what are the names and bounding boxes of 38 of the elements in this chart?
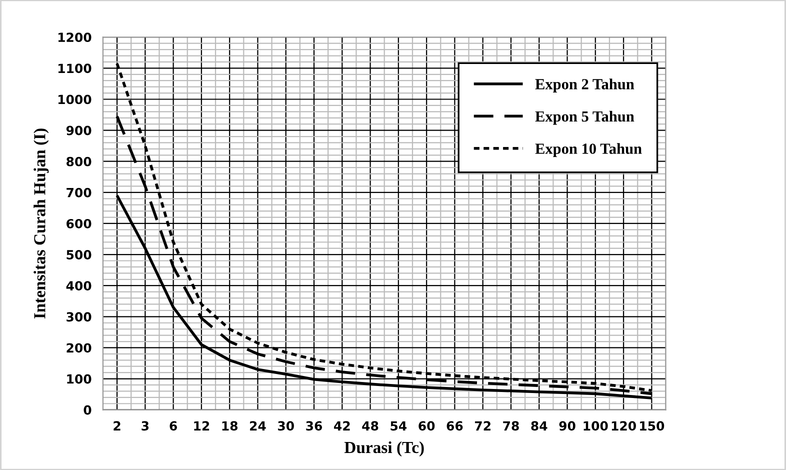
y-tick-label: 400 (66, 281, 92, 291)
y-tick-label: 300 (66, 312, 92, 322)
x-tick-label: 36 (306, 421, 322, 431)
y-axis-title: Intensitas Curah Hujan (I) (34, 128, 49, 319)
y-tick-label: 1200 (58, 32, 92, 42)
x-tick-label: 30 (278, 421, 294, 431)
y-tick-label: 100 (67, 374, 92, 384)
x-tick-label: 60 (418, 421, 435, 431)
y-tick-label: 200 (66, 343, 92, 353)
x-tick-label: 54 (390, 421, 407, 431)
x-tick-label: 18 (222, 421, 238, 431)
legend-label: Expon 5 Tahun (535, 110, 634, 125)
x-axis-title: Durasi (Tc) (344, 441, 424, 456)
x-tick-label: 84 (531, 421, 548, 431)
y-tick-label: 600 (66, 218, 92, 228)
x-tick-label: 3 (142, 421, 149, 431)
y-tick-label: 800 (66, 156, 92, 166)
x-tick-label: 150 (640, 421, 664, 431)
x-tick-label: 78 (503, 421, 519, 431)
legend-label: Expon 10 Tahun (535, 143, 642, 158)
x-tick-label: 66 (446, 421, 463, 431)
x-tick-label: 2 (114, 421, 120, 430)
x-tick-label: 90 (559, 421, 576, 431)
x-tick-label: 100 (584, 421, 608, 431)
x-tick-label: 6 (170, 421, 177, 431)
y-tick-label: 0 (84, 405, 92, 415)
y-tick-label: 700 (66, 188, 92, 198)
y-tick-label: 900 (66, 126, 92, 136)
x-tick-label: 72 (474, 421, 490, 430)
legend-label: Expon 2 Tahun (535, 78, 634, 92)
y-tick-label: 1100 (58, 64, 92, 74)
y-tick-label: 1000 (58, 94, 92, 104)
x-tick-label: 48 (362, 421, 378, 431)
x-tick-label: 12 (194, 421, 210, 430)
x-tick-label: 120 (612, 421, 636, 431)
y-tick-label: 500 (66, 250, 92, 260)
x-tick-label: 24 (250, 421, 266, 430)
x-tick-label: 42 (334, 421, 350, 430)
